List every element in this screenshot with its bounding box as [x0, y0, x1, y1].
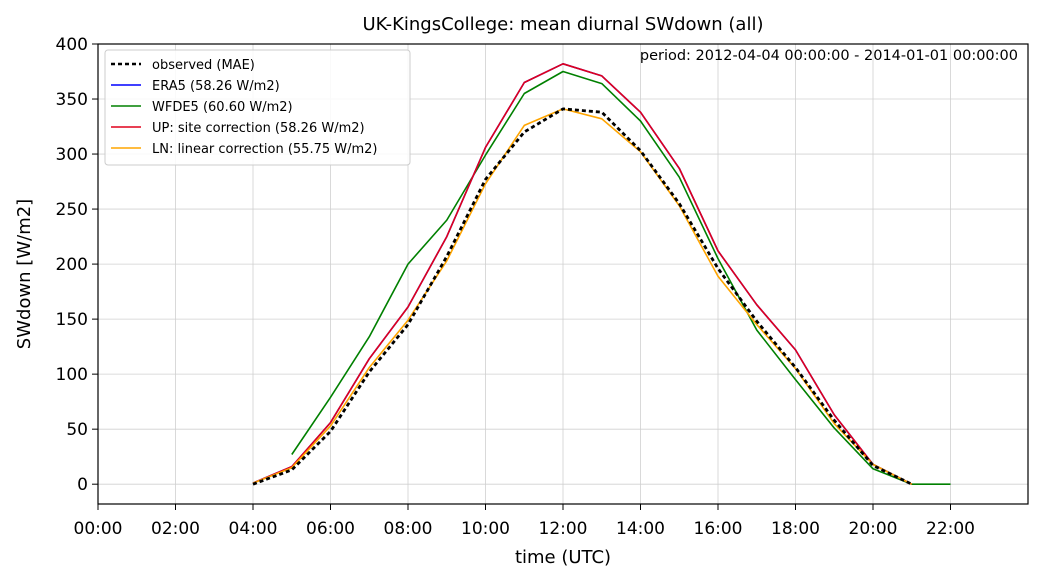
x-tick-label: 00:00 [74, 519, 123, 539]
series-lines [252, 62, 951, 486]
x-tick-label: 06:00 [306, 519, 355, 539]
y-tick-label: 50 [66, 420, 88, 440]
x-tick-label: 04:00 [229, 519, 278, 539]
y-tick-label: 0 [77, 475, 88, 495]
x-tick-label: 10:00 [461, 519, 510, 539]
y-axis-title: SWdown [W/m2] [14, 199, 35, 349]
x-tick-label: 18:00 [771, 519, 820, 539]
legend-label: LN: linear correction (55.75 W/m2) [152, 142, 378, 157]
x-tick-label: 12:00 [539, 519, 588, 539]
x-tick-label: 08:00 [384, 519, 433, 539]
x-tick-label: 02:00 [151, 519, 200, 539]
grid [97, 43, 1028, 504]
chart-title: UK-KingsCollege: mean diurnal SWdown (al… [363, 14, 764, 35]
legend-label: UP: site correction (58.26 W/m2) [152, 121, 365, 136]
series-line-3 [252, 62, 913, 485]
legend-box [104, 49, 411, 166]
legend-label: observed (MAE) [152, 58, 255, 73]
x-tick-label: 16:00 [694, 519, 743, 539]
y-tick-label: 400 [56, 35, 88, 55]
x-tick-label: 20:00 [849, 519, 898, 539]
legend: observed (MAE) ERA5 (58.26 W/m2) WFDE5 (60… [104, 49, 411, 166]
axis-ticks: 00:00 02:00 04:00 06:00 08:00 10:00 12:00 14:00… [56, 35, 975, 539]
x-tick-label: 14:00 [616, 519, 665, 539]
x-tick-label: 22:00 [926, 519, 975, 539]
legend-label: WFDE5 (60.60 W/m2) [152, 100, 293, 115]
legend-label: ERA5 (58.26 W/m2) [152, 79, 280, 94]
period-annotation: period: 2012-04-04 00:00:00 - 2014-01-01… [640, 48, 1018, 64]
y-tick-label: 200 [56, 255, 88, 275]
series-line-2 [291, 70, 951, 486]
y-tick-label: 300 [56, 145, 88, 165]
y-tick-label: 350 [56, 90, 88, 110]
series-line-0 [252, 107, 913, 486]
y-tick-label: 100 [56, 365, 88, 385]
y-tick-label: 150 [56, 310, 88, 330]
x-axis-title: time (UTC) [515, 547, 611, 568]
y-tick-label: 250 [56, 200, 88, 220]
